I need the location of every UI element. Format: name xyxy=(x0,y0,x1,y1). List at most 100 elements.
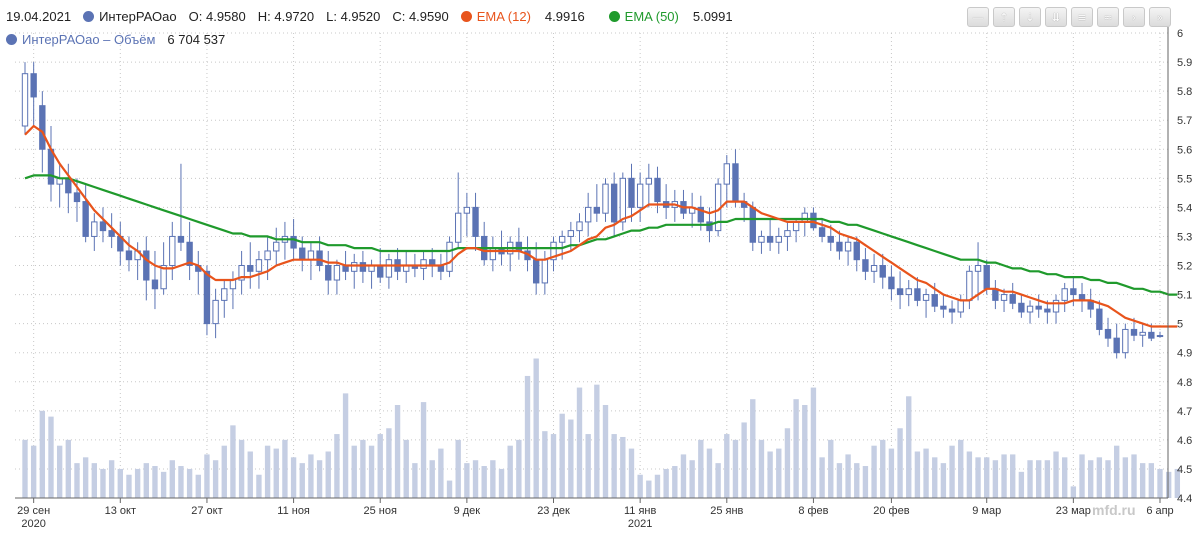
volume-bar xyxy=(472,460,479,498)
volume-bar xyxy=(966,451,973,498)
candle xyxy=(645,163,653,208)
y-tick-label: 5.7 xyxy=(1177,115,1192,127)
volume-bar xyxy=(247,451,253,498)
candle xyxy=(212,288,219,339)
last-button[interactable]: » xyxy=(1149,7,1171,27)
candle-body xyxy=(801,212,808,223)
legend-date: 19.04.2021 xyxy=(6,8,72,24)
x-tick-label: 9 дек xyxy=(454,505,481,517)
candle-body xyxy=(515,241,523,252)
candle-body xyxy=(377,265,384,278)
volume-bar xyxy=(160,471,167,498)
volume-bar xyxy=(82,457,89,498)
candle-body xyxy=(299,247,306,261)
volume-bar xyxy=(516,439,522,498)
candle-body xyxy=(212,299,219,325)
candle-body xyxy=(203,270,211,325)
volume-bar xyxy=(628,448,635,498)
candle xyxy=(688,192,696,228)
x-tick-label: 23 мар xyxy=(1056,505,1091,517)
volume-bar xyxy=(368,445,375,498)
volume-bar xyxy=(195,474,201,498)
volume-bar xyxy=(767,451,773,498)
volume-bar xyxy=(481,466,487,498)
candle-body xyxy=(169,235,176,266)
candle xyxy=(957,294,964,318)
candle-body xyxy=(593,206,601,214)
candle-body xyxy=(636,183,644,208)
candle xyxy=(394,248,401,281)
volume-bar xyxy=(637,474,643,498)
y-tick-label: 4.7 xyxy=(1177,406,1192,418)
candle-body xyxy=(827,235,834,243)
candle-body xyxy=(73,192,81,203)
y-tick-label: 4.4 xyxy=(1177,493,1192,505)
candle xyxy=(1061,282,1068,312)
volume-bar xyxy=(351,445,357,498)
volume-bar xyxy=(568,419,574,498)
line-style-button[interactable]: ≡ xyxy=(1071,7,1093,27)
volume-bar xyxy=(342,393,349,498)
scroll-up-button[interactable]: ⇡ xyxy=(993,7,1015,27)
volume-bar xyxy=(290,457,297,498)
x-year-label: 2020 xyxy=(21,518,45,530)
zoom-reset-button[interactable]: — xyxy=(967,7,989,27)
candle-body xyxy=(186,241,193,266)
volume-bar xyxy=(152,466,158,498)
volume-bar xyxy=(533,358,539,498)
volume-bar xyxy=(958,439,964,498)
volume-bar xyxy=(542,431,548,498)
volume-bar xyxy=(1165,471,1172,498)
ticker-series-dot xyxy=(83,10,95,22)
volume-bar xyxy=(117,468,123,498)
volume-bar xyxy=(1036,460,1042,498)
volume-bar xyxy=(498,468,505,498)
save-button[interactable]: ⇊ xyxy=(1045,7,1067,27)
candle-body xyxy=(792,221,800,232)
candle xyxy=(966,265,973,310)
candle xyxy=(662,184,670,219)
candle xyxy=(229,271,237,310)
candle xyxy=(870,253,878,283)
x-tick-label: 27 окт xyxy=(191,505,222,517)
next-button[interactable]: › xyxy=(1123,7,1145,27)
download-button[interactable]: ⇣ xyxy=(1019,7,1041,27)
candle xyxy=(117,221,124,266)
candle-body xyxy=(983,265,990,290)
candle xyxy=(21,62,29,135)
volume-bar xyxy=(1131,454,1137,498)
candle-body xyxy=(108,230,115,237)
candle-body xyxy=(177,235,185,243)
volume-bar xyxy=(932,457,938,498)
candle xyxy=(56,163,63,208)
volume-legend: ИнтерРАОао – Объём 6 704 537 xyxy=(6,30,237,48)
volume-bar xyxy=(1157,468,1163,498)
candle xyxy=(680,189,687,219)
candle-body xyxy=(619,177,627,223)
candle-body xyxy=(1035,305,1042,310)
volume-bar xyxy=(412,463,418,498)
candle-body xyxy=(1009,294,1016,304)
volume-bar xyxy=(429,460,435,498)
candle xyxy=(472,192,479,251)
volume-bar xyxy=(394,405,401,498)
candle xyxy=(550,236,557,272)
volume-bar xyxy=(923,448,929,498)
volume-bar xyxy=(871,445,877,498)
volume-bar xyxy=(862,466,869,498)
y-tick-label: 5.4 xyxy=(1177,202,1192,214)
candle xyxy=(1096,300,1103,336)
candle-body xyxy=(758,235,765,243)
volume-bar xyxy=(888,448,895,498)
candle-body xyxy=(1061,288,1068,301)
wave-button[interactable]: ≈ xyxy=(1097,7,1119,27)
volume-bar xyxy=(455,439,461,498)
candle-body xyxy=(1156,335,1164,338)
volume-bar xyxy=(1096,457,1103,498)
volume-bar xyxy=(1122,457,1129,498)
candle xyxy=(758,230,765,254)
volume-bar xyxy=(1010,454,1016,498)
candle-body xyxy=(91,221,98,237)
candle-body xyxy=(888,276,895,290)
